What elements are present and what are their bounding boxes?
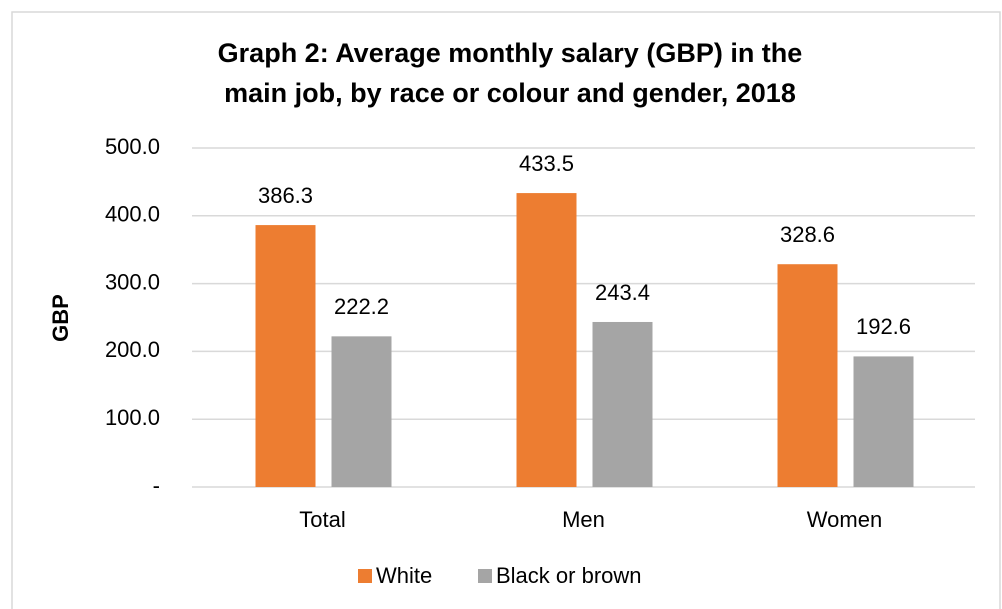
x-tick-label: Women	[807, 507, 882, 532]
x-tick-label: Men	[562, 507, 605, 532]
data-label: 433.5	[519, 151, 574, 176]
data-label: 192.6	[856, 314, 911, 339]
chart-title: main job, by race or colour and gender, …	[224, 78, 796, 108]
data-label: 386.3	[258, 183, 313, 208]
legend-label: White	[376, 563, 432, 588]
legend-swatch	[358, 569, 372, 583]
y-tick-label: 500.0	[105, 134, 160, 159]
y-axis-label: GBP	[48, 294, 73, 342]
y-tick-label: -	[153, 473, 160, 498]
y-tick-label: 400.0	[105, 202, 160, 227]
chart-title: Graph 2: Average monthly salary (GBP) in…	[218, 38, 803, 68]
bar	[255, 225, 316, 487]
bar	[853, 356, 914, 487]
bar	[592, 321, 653, 487]
y-tick-label: 200.0	[105, 337, 160, 362]
data-label: 222.2	[334, 294, 389, 319]
x-tick-label: Total	[299, 507, 345, 532]
y-tick-label: 300.0	[105, 269, 160, 294]
y-tick-label: 100.0	[105, 405, 160, 430]
bar	[331, 336, 392, 487]
bar	[777, 264, 838, 487]
data-label: 328.6	[780, 222, 835, 247]
bar	[516, 193, 577, 487]
legend-swatch	[478, 569, 492, 583]
data-label: 243.4	[595, 280, 650, 305]
legend-label: Black or brown	[496, 563, 642, 588]
